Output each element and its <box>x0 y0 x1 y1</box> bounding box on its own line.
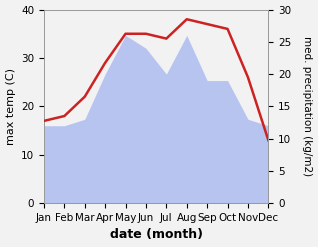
X-axis label: date (month): date (month) <box>110 228 203 242</box>
Y-axis label: max temp (C): max temp (C) <box>5 68 16 145</box>
Y-axis label: med. precipitation (kg/m2): med. precipitation (kg/m2) <box>302 36 313 176</box>
